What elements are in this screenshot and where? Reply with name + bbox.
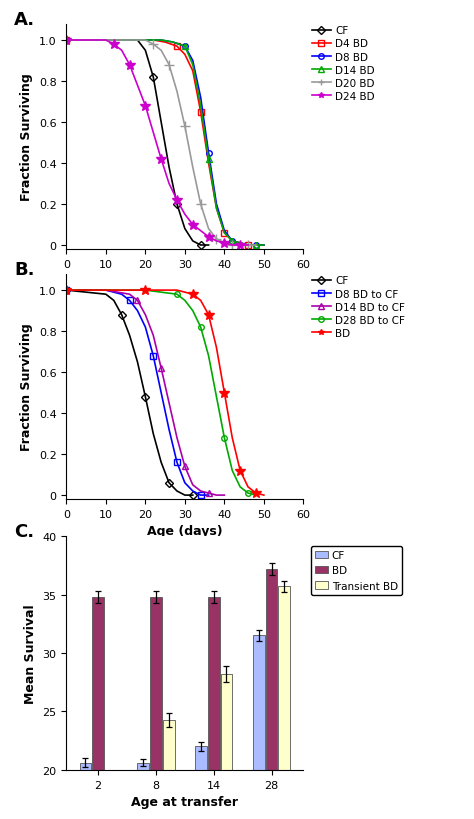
Bar xyxy=(220,674,232,819)
Bar xyxy=(137,762,149,819)
Text: A.: A. xyxy=(14,11,36,29)
Bar xyxy=(163,720,174,819)
Text: B.: B. xyxy=(14,260,35,278)
Legend: CF, D8 BD to CF, D14 BD to CF, D28 BD to CF, BD: CF, D8 BD to CF, D14 BD to CF, D28 BD to… xyxy=(311,275,406,340)
Y-axis label: Fraction Surviving: Fraction Surviving xyxy=(20,324,33,450)
Bar xyxy=(195,747,207,819)
Bar xyxy=(150,597,162,819)
Bar xyxy=(92,597,104,819)
X-axis label: Age (days): Age (days) xyxy=(147,525,223,538)
Bar xyxy=(253,636,264,819)
Bar xyxy=(80,762,91,819)
Bar xyxy=(278,586,290,819)
Bar xyxy=(208,597,219,819)
Y-axis label: Mean Survival: Mean Survival xyxy=(24,604,37,703)
Legend: CF, D4 BD, D8 BD, D14 BD, D20 BD, D24 BD: CF, D4 BD, D8 BD, D14 BD, D20 BD, D24 BD xyxy=(311,25,375,103)
Y-axis label: Fraction Surviving: Fraction Surviving xyxy=(20,74,33,201)
Legend: CF, BD, Transient BD: CF, BD, Transient BD xyxy=(311,546,402,595)
Text: C.: C. xyxy=(14,523,34,541)
X-axis label: Age at transfer: Age at transfer xyxy=(131,795,238,808)
Bar xyxy=(266,569,277,819)
X-axis label: Age (days): Age (days) xyxy=(147,275,223,288)
